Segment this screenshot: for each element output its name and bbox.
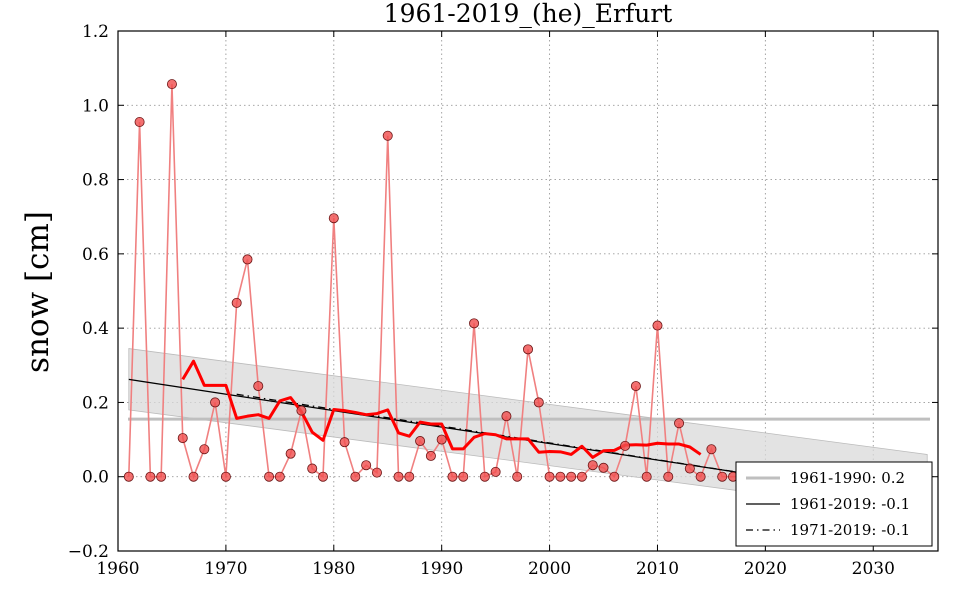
annual-data-point xyxy=(177,433,188,444)
annual-data-point xyxy=(555,471,566,482)
legend-label: 1971-2019: -0.1 xyxy=(790,521,910,539)
annual-data-point xyxy=(490,466,501,477)
annual-data-point xyxy=(576,471,587,482)
annual-data-point xyxy=(210,397,221,408)
annual-data-point xyxy=(393,471,404,482)
x-tick-label: 1980 xyxy=(312,559,355,579)
annual-data-point xyxy=(253,381,264,392)
chart-title: 1961-2019_(he)_Erfurt xyxy=(384,0,673,28)
running-mean-line xyxy=(181,359,702,459)
annual-data-point xyxy=(404,471,415,482)
annual-data-point xyxy=(436,434,447,445)
x-tick-label: 2030 xyxy=(852,559,895,579)
annual-data-point xyxy=(447,471,458,482)
annual-data-point xyxy=(512,471,523,482)
annual-data-point xyxy=(328,213,339,224)
trend-line-1971-2019 xyxy=(236,393,755,476)
annual-data-point xyxy=(134,117,145,128)
annual-data-point xyxy=(587,460,598,471)
annual-data-point xyxy=(231,297,242,308)
y-tick-label: 0.6 xyxy=(82,245,109,265)
annual-data-point xyxy=(544,471,555,482)
annual-data-point xyxy=(361,460,372,471)
legend-label: 1961-2019: -0.1 xyxy=(790,495,910,513)
annual-data-point xyxy=(156,471,167,482)
y-tick-label: 1.2 xyxy=(82,22,109,42)
annual-data-point xyxy=(620,440,631,451)
annual-data-point xyxy=(242,254,253,265)
annual-data-point xyxy=(663,471,674,482)
x-tick-label: 2020 xyxy=(744,559,787,579)
annual-data-point xyxy=(458,471,469,482)
annual-data-point xyxy=(641,471,652,482)
annual-data-point xyxy=(717,471,728,482)
annual-data-point xyxy=(274,471,285,482)
plot-frame xyxy=(117,30,939,552)
y-tick-label: 0.8 xyxy=(82,171,109,191)
legend-label: 1961-1990: 0.2 xyxy=(790,469,905,487)
annual-data-point xyxy=(264,471,275,482)
annual-data-point xyxy=(706,444,717,455)
y-tick-label: 1.0 xyxy=(82,96,109,116)
x-tick-label: 2010 xyxy=(636,559,679,579)
annual-data-point xyxy=(684,463,695,474)
y-tick-label: 0.2 xyxy=(82,393,109,413)
annual-data-point xyxy=(382,130,393,141)
annual-data-point xyxy=(674,418,685,429)
annual-data-point xyxy=(533,397,544,408)
x-tick-label: 1970 xyxy=(204,559,247,579)
y-axis-label: snow [cm] xyxy=(20,211,56,373)
annual-data-point xyxy=(285,448,296,459)
annual-data-point xyxy=(523,344,534,355)
annual-data-point xyxy=(307,463,318,474)
annual-data-point xyxy=(166,79,177,90)
annual-data-point xyxy=(339,437,350,448)
annual-data-point xyxy=(609,471,620,482)
annual-data-point xyxy=(598,462,609,473)
y-tick-label: 0.0 xyxy=(82,468,109,488)
legend: 1961-1990: 0.2 1961-2019: -0.1 1971-2019: … xyxy=(735,461,933,547)
annual-data-point xyxy=(695,471,706,482)
x-tick-label: 1960 xyxy=(96,559,139,579)
annual-data-point xyxy=(123,471,134,482)
y-tick-label: −0.2 xyxy=(68,542,109,562)
annual-data-point xyxy=(566,471,577,482)
annual-data-point xyxy=(415,436,426,447)
annual-data-point xyxy=(479,471,490,482)
annual-data-point xyxy=(652,320,663,331)
annual-data-point xyxy=(145,471,156,482)
annual-data-point xyxy=(317,471,328,482)
annual-data-point xyxy=(220,471,231,482)
annual-data-point xyxy=(199,444,210,455)
annual-data-point xyxy=(296,405,307,416)
annual-data-point xyxy=(469,318,480,329)
x-tick-label: 2000 xyxy=(528,559,571,579)
annual-data-point xyxy=(501,411,512,422)
annual-data-point xyxy=(371,467,382,478)
y-tick-label: 0.4 xyxy=(82,319,109,339)
annual-data-point xyxy=(425,450,436,461)
annual-data-point xyxy=(350,471,361,482)
annual-data-point xyxy=(630,381,641,392)
x-tick-label: 1990 xyxy=(420,559,463,579)
annual-data-point xyxy=(188,471,199,482)
